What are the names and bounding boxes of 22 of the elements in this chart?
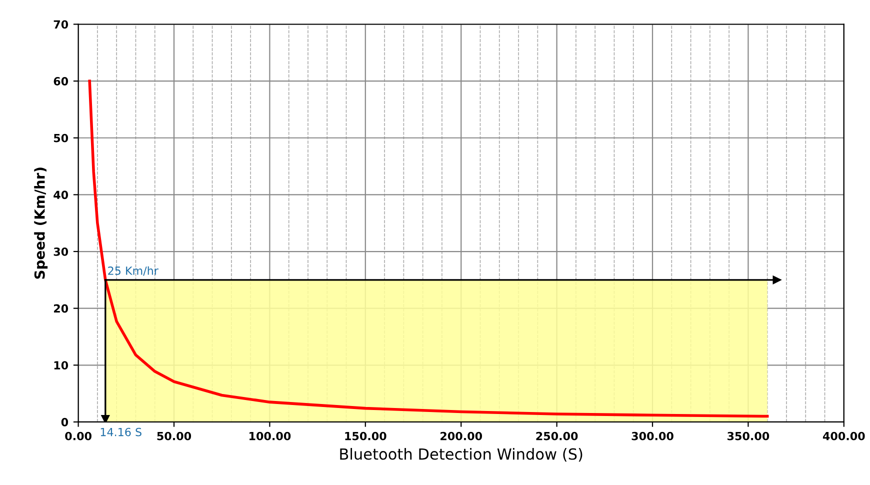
y-axis-title: Speed (Km/hr)	[34, 168, 48, 279]
x-tick-label: 0.00	[65, 432, 92, 440]
y-tick-label: 60	[54, 77, 68, 86]
y-tick-label: 20	[54, 304, 68, 313]
x-tick-label: 350.00	[728, 432, 770, 440]
y-tick-label: 30	[54, 247, 68, 256]
legend-label: 14.16 S	[100, 428, 142, 436]
y-tick-label: 10	[54, 361, 68, 370]
x-tick-label: 400.00	[822, 432, 865, 440]
ref-line-label: 25 Km/hr	[108, 266, 158, 276]
y-tick-label: 50	[54, 134, 68, 142]
y-tick-label: 40	[54, 190, 68, 200]
x-tick-label: 250.00	[536, 432, 578, 440]
x-tick-label: 300.00	[632, 432, 674, 440]
y-tick-label: 70	[54, 20, 68, 29]
x-tick-label: 150.00	[345, 432, 386, 440]
x-tick-label: 200.00	[440, 432, 482, 440]
x-tick-label: 50.00	[157, 432, 192, 440]
x-axis-title: Bluetooth Detection Window (S)	[340, 448, 582, 462]
line-series	[88, 80, 769, 418]
x-tick-label: 100.00	[250, 432, 291, 440]
y-tick-label: 0	[61, 418, 68, 426]
